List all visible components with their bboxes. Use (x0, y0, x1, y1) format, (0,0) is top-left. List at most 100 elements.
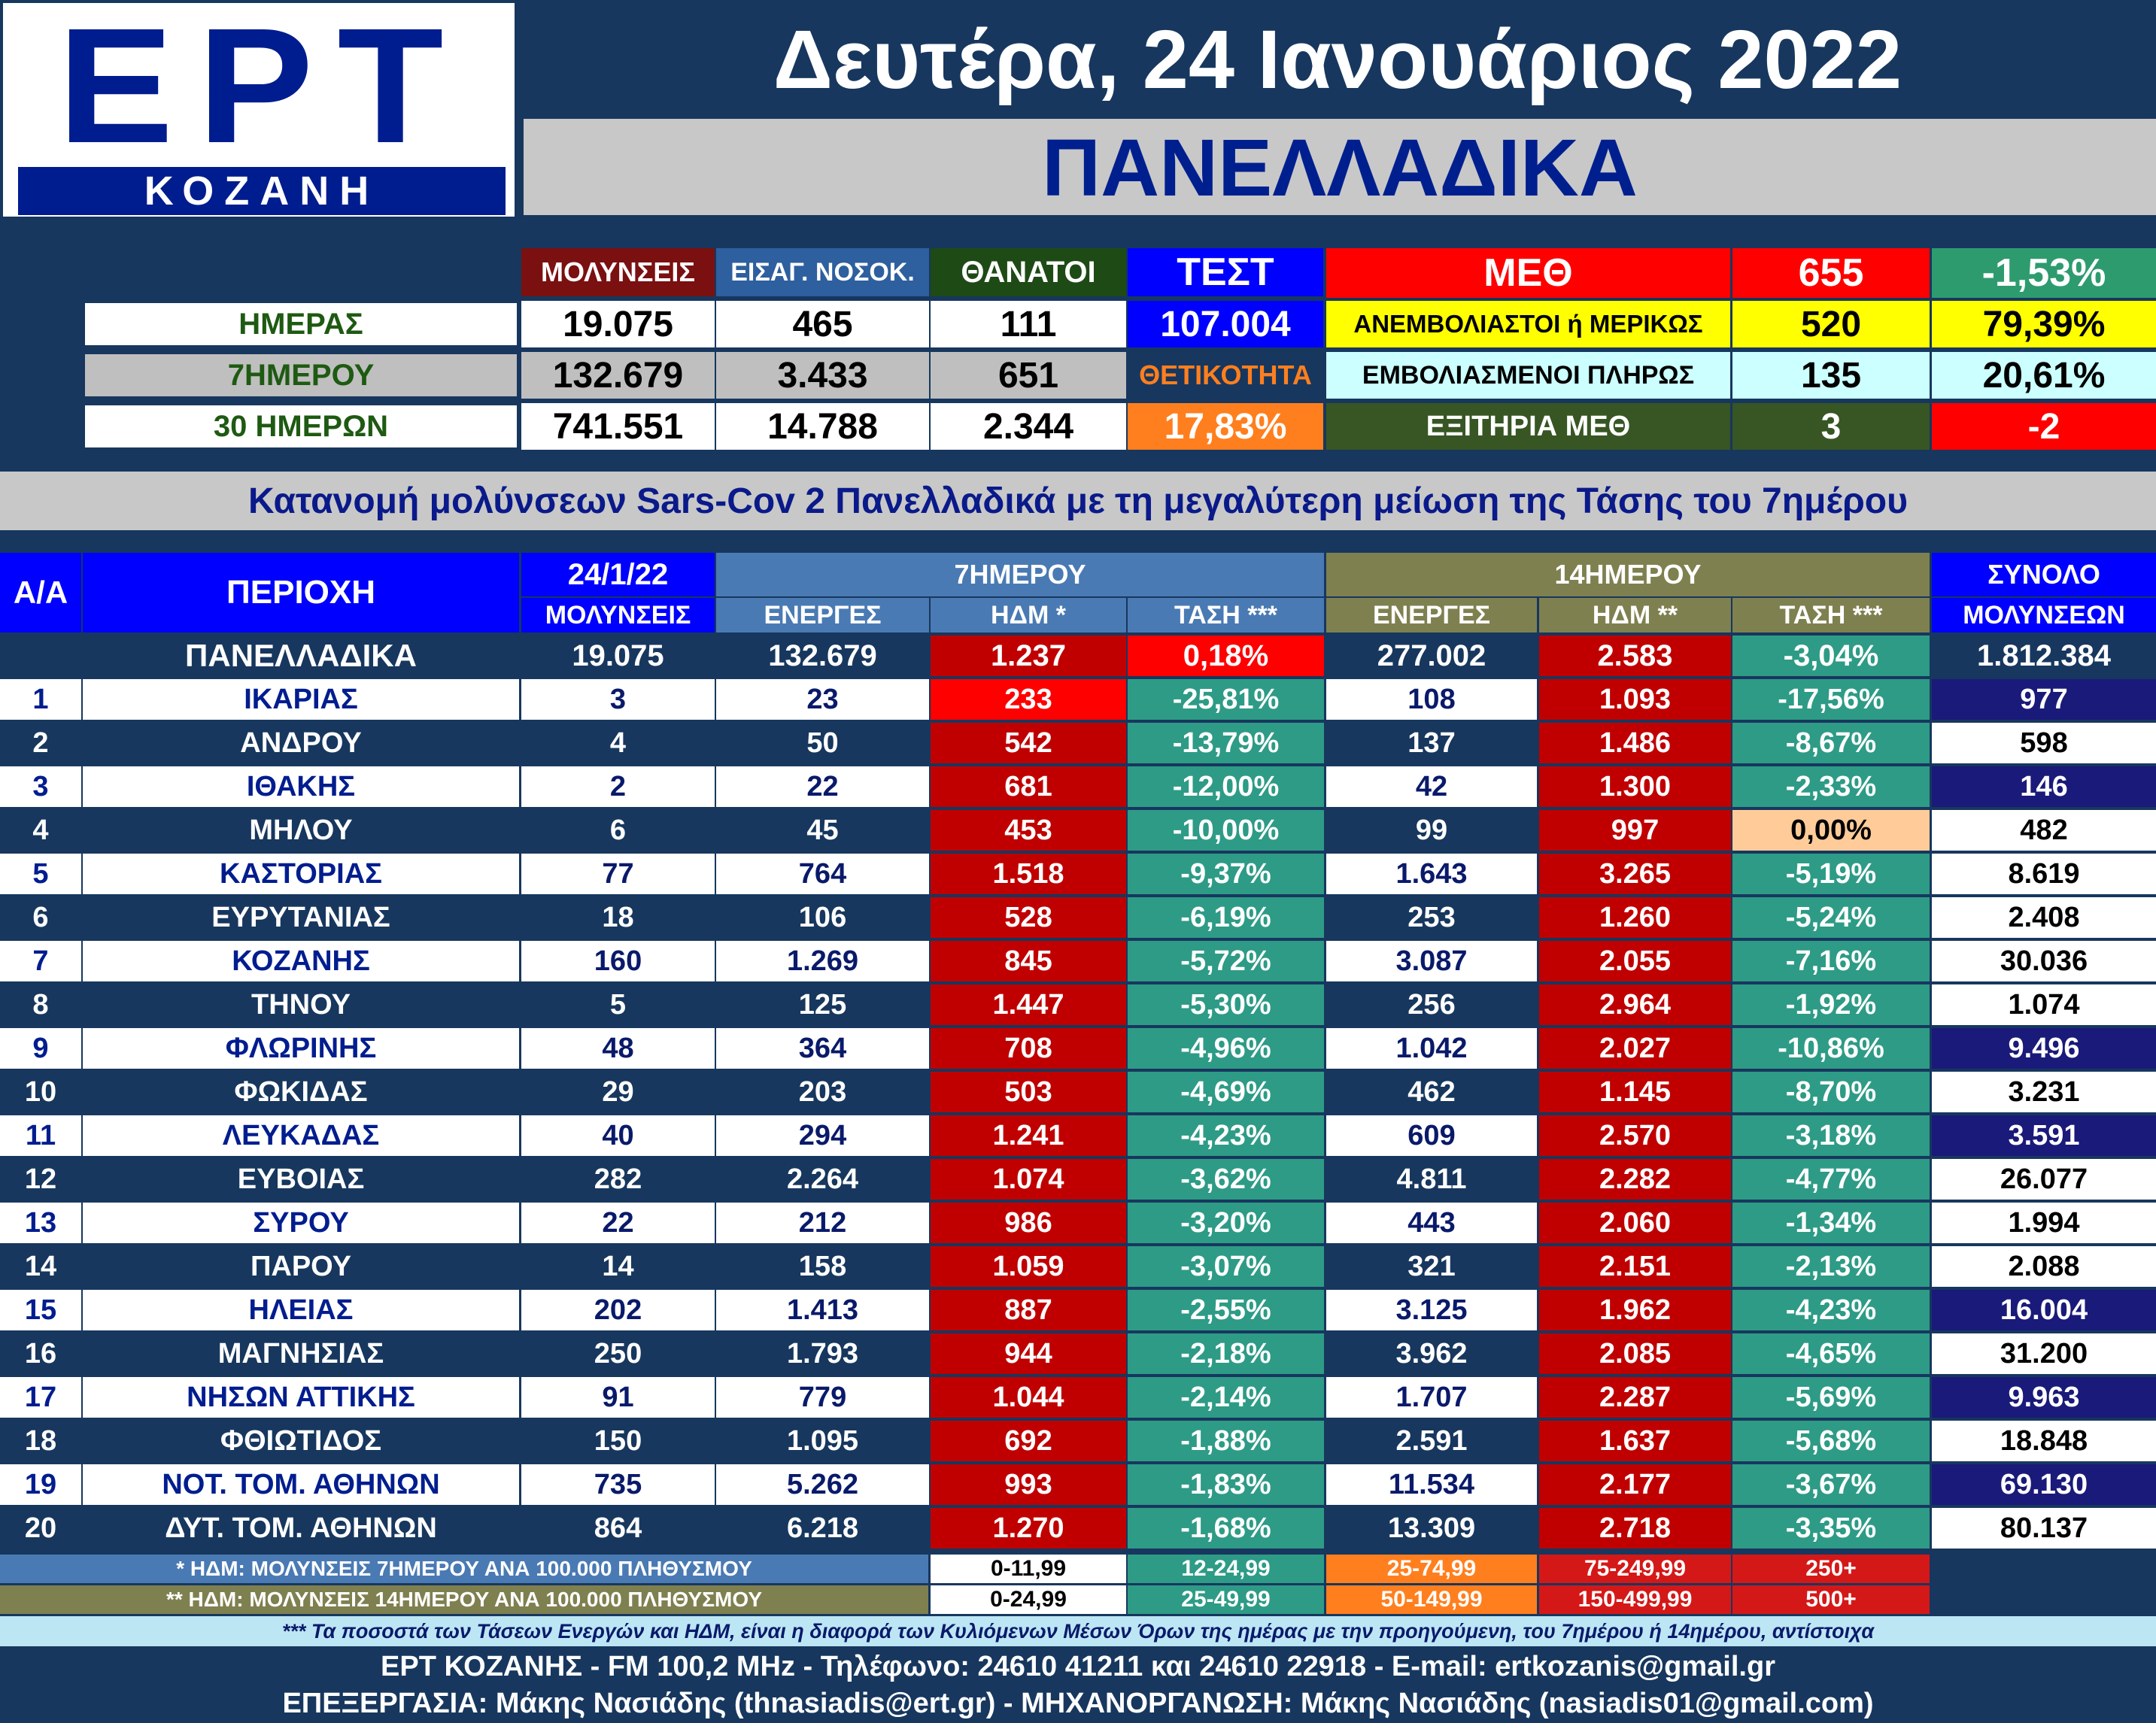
row-trend7: -1,83% (1128, 1464, 1324, 1505)
positivity-value: 17,83% (1128, 403, 1323, 450)
row-trend7: -9,37% (1128, 854, 1324, 894)
row-infections: 282 (521, 1159, 715, 1200)
row-active14: 13.309 (1326, 1508, 1537, 1549)
row-trend14: -5,69% (1732, 1377, 1930, 1418)
row-hdm14: 2.964 (1539, 984, 1731, 1025)
row-hdm7: 233 (931, 679, 1126, 720)
row-hdm7: 845 (931, 941, 1126, 981)
row-area: ΜΑΓΝΗΣΙΑΣ (83, 1333, 519, 1374)
row-area: ΠΑΡΟΥ (83, 1246, 519, 1287)
row-active14: 443 (1326, 1203, 1537, 1243)
row-hdm7: 1.241 (931, 1115, 1126, 1156)
row-hdm14: 2.287 (1539, 1377, 1731, 1418)
region-title: ΠΑΝΕΛΛΑΔΙΚΑ (524, 119, 2156, 215)
legend-range-7day: 75-249,99 (1539, 1555, 1731, 1583)
row-active7: 50 (716, 723, 929, 763)
icu-vaccinated-pct: 20,61% (1932, 352, 2156, 399)
row-hdm7: 528 (931, 897, 1126, 938)
row-trend14: -3,35% (1732, 1508, 1930, 1549)
row-active7: 2.264 (716, 1159, 929, 1200)
legend-range-14day: 25-49,99 (1128, 1585, 1324, 1614)
row-total: 3.231 (1932, 1072, 2156, 1112)
national-aa (0, 636, 81, 676)
row-trend14: -10,86% (1732, 1028, 1930, 1069)
row-total: 30.036 (1932, 941, 2156, 981)
ert-logo: ΕΡΤ ΚΟΖΑΝΗ (0, 0, 518, 220)
row-area: ΚΑΣΤΟΡΙΑΣ (83, 854, 519, 894)
row-area: ΦΛΩΡΙΝΗΣ (83, 1028, 519, 1069)
row-area: ΦΘΙΩΤΙΔΟΣ (83, 1421, 519, 1461)
row-hdm14: 2.055 (1539, 941, 1731, 981)
legend-range-7day: 250+ (1732, 1555, 1930, 1583)
row-active14: 11.534 (1326, 1464, 1537, 1505)
row-number: 15 (0, 1290, 81, 1330)
national-area: ΠΑΝΕΛΛΑΔΙΚΑ (83, 636, 519, 676)
row-infections: 48 (521, 1028, 715, 1069)
row-active7: 125 (716, 984, 929, 1025)
row-active7: 1.793 (716, 1333, 929, 1374)
row-active7: 45 (716, 810, 929, 851)
row-number: 5 (0, 854, 81, 894)
row-trend7: -4,69% (1128, 1072, 1324, 1112)
row-hdm14: 2.085 (1539, 1333, 1731, 1374)
row-number: 17 (0, 1377, 81, 1418)
summary-label-month: 30 ΗΜΕΡΩΝ (83, 403, 519, 450)
row-area: ΜΗΛΟΥ (83, 810, 519, 851)
row-hdm7: 542 (931, 723, 1126, 763)
row-hdm7: 503 (931, 1072, 1126, 1112)
row-hdm7: 1.518 (931, 854, 1126, 894)
row-hdm7: 692 (931, 1421, 1126, 1461)
summary-label-day: ΗΜΕΡΑΣ (83, 301, 519, 347)
icu-vaccinated-count: 135 (1732, 352, 1930, 399)
summary-header-infections: ΜΟΛΥΝΣΕΙΣ (521, 248, 715, 296)
row-hdm14: 2.177 (1539, 1464, 1731, 1505)
row-hdm7: 1.074 (931, 1159, 1126, 1200)
row-infections: 77 (521, 854, 715, 894)
row-total: 31.200 (1932, 1333, 2156, 1374)
row-hdm14: 1.486 (1539, 723, 1731, 763)
row-hdm14: 2.718 (1539, 1508, 1731, 1549)
footer-contact: ΕΡΤ ΚΟΖΑΝΗΣ - FM 100,2 MHz - Τηλέφωνο: 2… (0, 1649, 2156, 1684)
row-active14: 253 (1326, 897, 1537, 938)
row-hdm7: 1.270 (931, 1508, 1126, 1549)
row-total: 9.496 (1932, 1028, 2156, 1069)
icu-unvaccinated-count: 520 (1732, 301, 1930, 347)
row-infections: 250 (521, 1333, 715, 1374)
row-total: 3.591 (1932, 1115, 2156, 1156)
national-total: 1.812.384 (1932, 636, 2156, 676)
row-active7: 6.218 (716, 1508, 929, 1549)
icu-discharge-count: 3 (1732, 403, 1930, 450)
row-trend14: -3,18% (1732, 1115, 1930, 1156)
row-total: 1.994 (1932, 1203, 2156, 1243)
legend-note-14day: ** ΗΔΜ: ΜΟΛΥΝΣΕΙΣ 14ΗΜΕΡΟΥ ΑΝΑ 100.000 Π… (0, 1585, 928, 1614)
row-number: 13 (0, 1203, 81, 1243)
row-infections: 2 (521, 766, 715, 807)
logo-station: ΚΟΖΑΝΗ (18, 167, 506, 215)
report-date: Δευτέρα, 24 Ιανουάριος 2022 (773, 13, 1902, 106)
row-hdm14: 2.282 (1539, 1159, 1731, 1200)
row-total: 2.408 (1932, 897, 2156, 938)
row-trend7: -2,55% (1128, 1290, 1324, 1330)
row-active14: 3.125 (1326, 1290, 1537, 1330)
table-title: Κατανομή μολύνσεων Sars-Cov 2 Πανελλαδικ… (0, 472, 2156, 530)
row-trend14: -4,77% (1732, 1159, 1930, 1200)
row-area: ΛΕΥΚΑΔΑΣ (83, 1115, 519, 1156)
row-trend7: -3,62% (1128, 1159, 1324, 1200)
row-active14: 1.643 (1326, 854, 1537, 894)
row-infections: 150 (521, 1421, 715, 1461)
row-active14: 2.591 (1326, 1421, 1537, 1461)
row-trend7: -25,81% (1128, 679, 1324, 720)
row-area: ΦΩΚΙΔΑΣ (83, 1072, 519, 1112)
row-number: 8 (0, 984, 81, 1025)
row-number: 3 (0, 766, 81, 807)
row-hdm14: 3.265 (1539, 854, 1731, 894)
row-trend14: -5,19% (1732, 854, 1930, 894)
row-total: 1.074 (1932, 984, 2156, 1025)
row-active7: 23 (716, 679, 929, 720)
row-area: ΕΥΡΥΤΑΝΙΑΣ (83, 897, 519, 938)
summary-header-admissions: ΕΙΣΑΓ. ΝΟΣΟΚ. (716, 248, 929, 296)
summary-day-tests: 107.004 (1128, 301, 1323, 347)
row-active7: 1.413 (716, 1290, 929, 1330)
logo-brand: ΕΡΤ (57, 0, 468, 177)
national-hdm7: 1.237 (931, 636, 1126, 676)
